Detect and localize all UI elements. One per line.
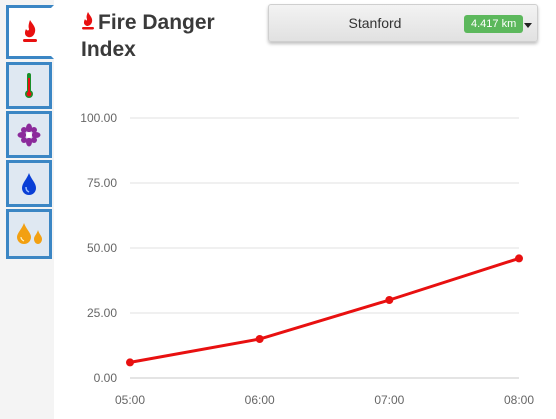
data-point[interactable] [515, 254, 523, 263]
fire-icon [21, 19, 39, 45]
series-line [129, 256, 520, 364]
tab-humidity[interactable] [6, 160, 52, 207]
tab-fire-danger[interactable] [6, 5, 54, 59]
fuel-drops-icon [14, 222, 44, 246]
x-tick-label: 08:00 [504, 393, 534, 407]
y-tick-label: 75.00 [87, 176, 117, 190]
station-selector[interactable]: Stanford 4.417 km [268, 4, 538, 42]
y-tick-label: 100.00 [80, 111, 117, 125]
tab-temperature[interactable] [6, 62, 52, 109]
page-title: Fire Danger Index [81, 10, 261, 62]
y-tick-label: 25.00 [87, 306, 117, 320]
thermometer-icon [23, 72, 35, 100]
flower-icon [17, 123, 41, 147]
water-drop-icon [21, 172, 37, 196]
tab-pollen[interactable] [6, 111, 52, 158]
y-tick-label: 50.00 [87, 241, 117, 255]
data-point[interactable] [255, 335, 264, 343]
x-tick-label: 06:00 [245, 393, 275, 407]
chevron-down-icon[interactable] [524, 23, 532, 28]
data-point[interactable] [385, 296, 394, 304]
x-tick-label: 05:00 [115, 393, 145, 407]
page-title-text: Fire Danger Index [81, 11, 215, 61]
fire-icon [81, 11, 95, 37]
data-point[interactable] [126, 358, 134, 367]
x-tick-label: 07:00 [374, 393, 404, 407]
sidebar-tabs [0, 0, 54, 419]
y-tick-label: 0.00 [94, 371, 118, 385]
tab-fuel-moisture[interactable] [6, 209, 52, 259]
distance-badge: 4.417 km [464, 15, 524, 33]
station-name: Stanford [348, 15, 402, 31]
